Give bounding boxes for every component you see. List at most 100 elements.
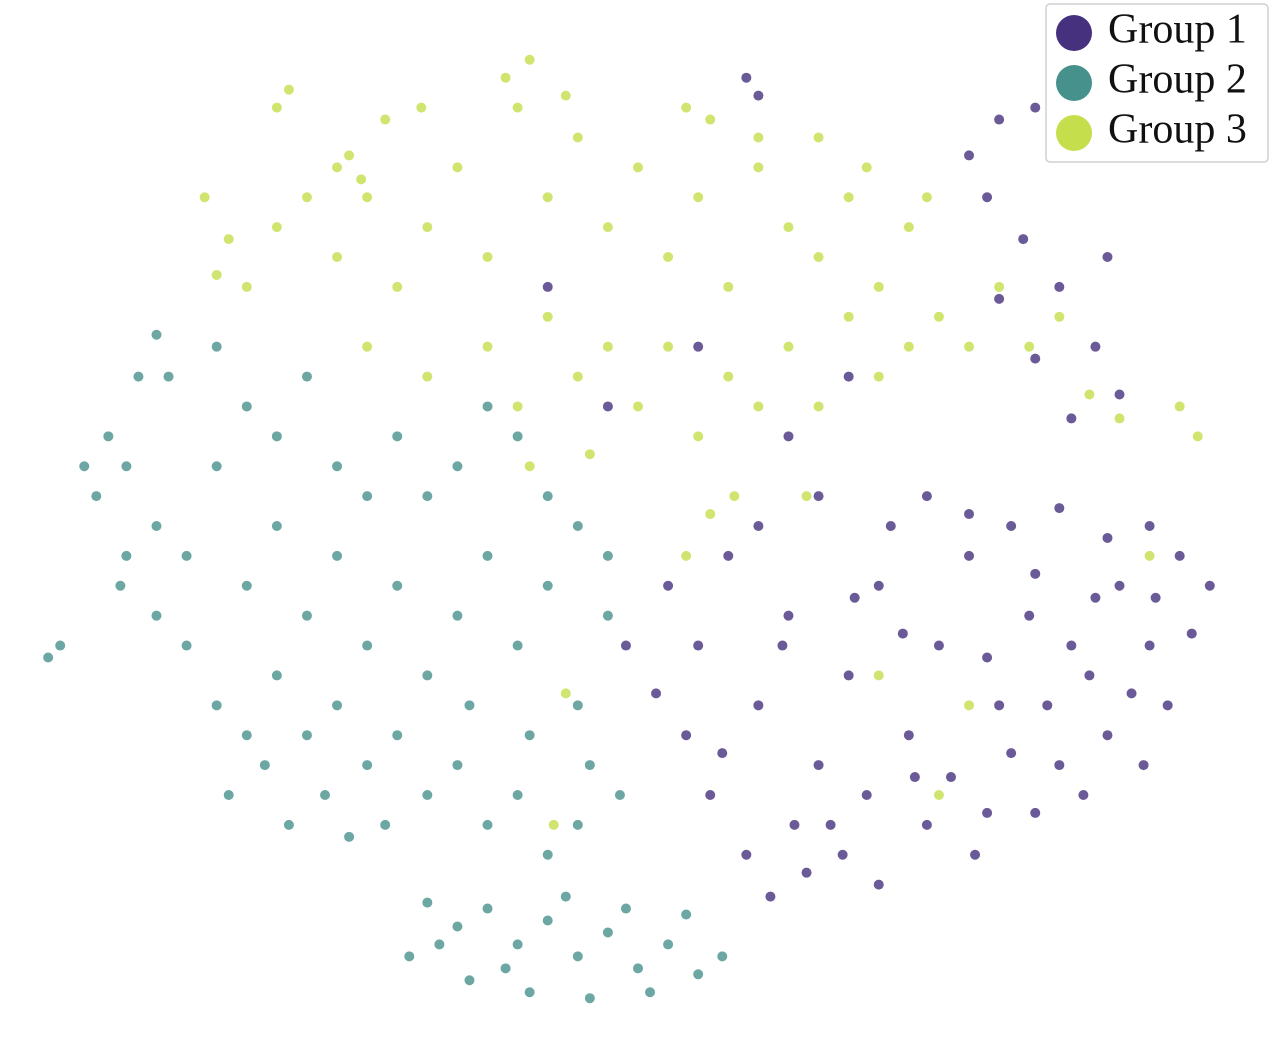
point	[452, 162, 463, 173]
point	[723, 281, 734, 292]
point	[512, 401, 523, 412]
point	[994, 293, 1005, 304]
point	[843, 192, 854, 203]
point	[542, 580, 553, 591]
point	[813, 401, 824, 412]
point	[970, 849, 981, 860]
point	[1186, 628, 1197, 639]
point	[1144, 640, 1155, 651]
point	[873, 580, 884, 591]
point	[115, 580, 126, 591]
point	[392, 431, 403, 442]
point	[614, 789, 625, 800]
point	[933, 311, 944, 322]
point	[945, 772, 956, 783]
point	[512, 102, 523, 113]
point	[705, 509, 716, 520]
point	[524, 54, 535, 65]
point	[422, 897, 433, 908]
point	[271, 222, 282, 233]
point	[843, 670, 854, 681]
point	[753, 162, 764, 173]
point	[813, 491, 824, 502]
point	[801, 491, 812, 502]
point	[211, 341, 222, 352]
point	[482, 550, 493, 561]
point	[524, 730, 535, 741]
point	[825, 819, 836, 830]
legend-marker	[1056, 15, 1092, 51]
point	[1066, 413, 1077, 424]
point	[560, 688, 571, 699]
point	[1102, 532, 1113, 543]
point	[211, 700, 222, 711]
point	[843, 311, 854, 322]
point	[753, 521, 764, 531]
point	[1102, 730, 1113, 741]
point	[1006, 748, 1017, 759]
point	[663, 939, 674, 950]
point	[1162, 700, 1173, 711]
point	[921, 491, 932, 502]
point	[693, 192, 704, 203]
point	[362, 192, 373, 203]
point	[542, 915, 553, 926]
legend-label: Group 1	[1108, 7, 1247, 53]
point	[903, 222, 914, 233]
point	[1030, 102, 1041, 113]
point	[362, 760, 373, 771]
point	[560, 891, 571, 902]
point	[921, 192, 932, 203]
point	[512, 789, 523, 800]
legend-marker	[1056, 115, 1092, 151]
point	[1024, 341, 1035, 352]
point	[1030, 807, 1041, 818]
point	[572, 371, 583, 382]
point	[356, 174, 367, 185]
point	[693, 969, 704, 980]
point	[651, 688, 662, 699]
point	[241, 580, 252, 591]
point	[344, 150, 355, 161]
point	[464, 700, 475, 711]
point	[897, 628, 908, 639]
point	[964, 700, 975, 711]
point	[681, 102, 692, 113]
point	[1150, 592, 1161, 603]
point	[813, 252, 824, 263]
point	[542, 311, 553, 322]
point	[434, 939, 445, 950]
point	[873, 371, 884, 382]
point	[1114, 580, 1125, 591]
point	[362, 491, 373, 502]
point	[241, 281, 252, 292]
point	[705, 114, 716, 125]
point	[584, 760, 595, 771]
point	[362, 341, 373, 352]
point	[103, 431, 114, 442]
point	[271, 102, 282, 113]
point	[259, 760, 270, 771]
point	[813, 760, 824, 771]
point	[332, 162, 343, 173]
point	[79, 461, 90, 472]
legend-label: Group 2	[1108, 57, 1247, 103]
point	[1114, 389, 1125, 400]
point	[380, 114, 391, 125]
point	[729, 491, 740, 502]
point	[452, 760, 463, 771]
point	[964, 341, 975, 352]
point	[392, 580, 403, 591]
point	[964, 509, 975, 520]
point	[982, 192, 993, 203]
point	[241, 730, 252, 741]
point	[602, 550, 613, 561]
point	[663, 252, 674, 263]
point	[1030, 353, 1041, 364]
point	[602, 401, 613, 412]
point	[994, 281, 1005, 292]
point	[602, 222, 613, 233]
point	[452, 610, 463, 621]
point	[1102, 252, 1113, 263]
